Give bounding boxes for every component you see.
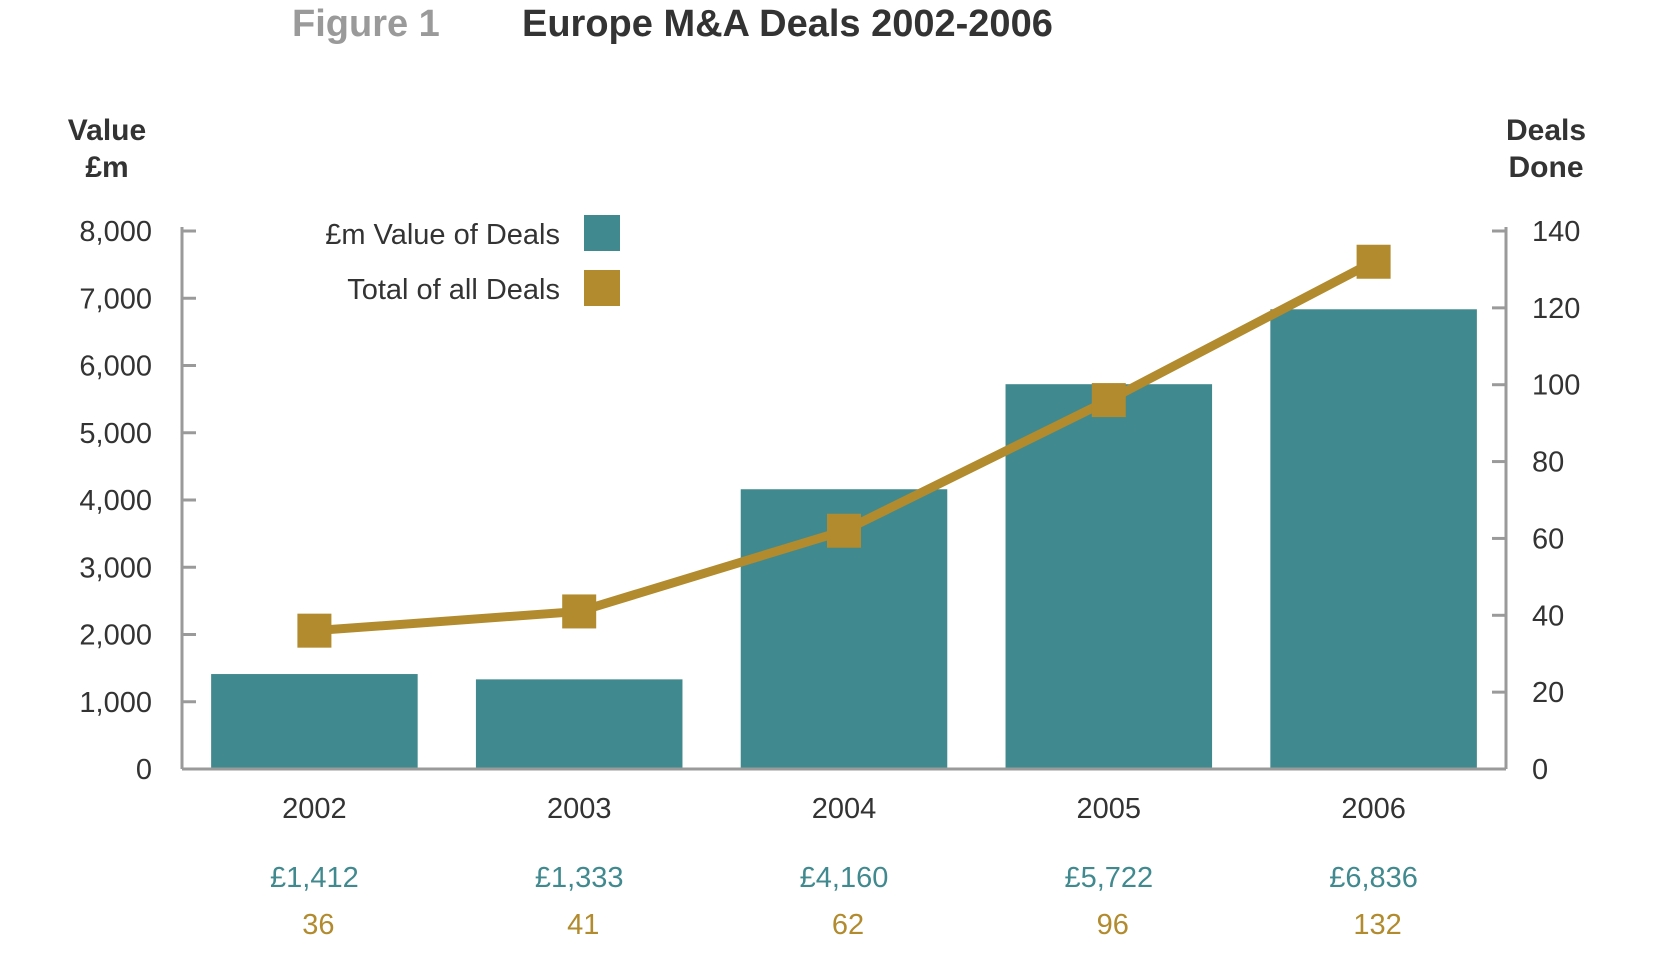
right-axis-title-line1: Deals xyxy=(1506,114,1586,147)
bar-value-label: £1,333 xyxy=(535,862,624,894)
legend-swatch-line xyxy=(584,270,620,306)
bar-value-label: £4,160 xyxy=(800,862,889,894)
line-marker-2002 xyxy=(297,613,332,648)
line-value-label: 36 xyxy=(302,909,334,941)
right-axis-title-line2: Done xyxy=(1509,151,1584,184)
category-labels: 2002 £1,412 36 2003 £1,333 41 2004 £4,160 62 2005… xyxy=(270,793,1418,941)
line-marker-2003 xyxy=(562,594,597,629)
x-tick-label: 2005 xyxy=(1077,793,1142,825)
right-tick-label: 60 xyxy=(1532,523,1564,555)
line-marker-2005 xyxy=(1091,383,1126,418)
line-value-label: 41 xyxy=(567,909,599,941)
right-tick-label: 0 xyxy=(1532,754,1548,786)
line-value-label: 96 xyxy=(1097,909,1129,941)
line-marker-2004 xyxy=(827,513,861,548)
legend-label-line: Total of all Deals xyxy=(347,274,560,306)
line-value-label: 132 xyxy=(1353,909,1401,941)
right-tick-label: 140 xyxy=(1532,216,1580,248)
line-value-label: 62 xyxy=(832,909,864,941)
x-tick-label: 2002 xyxy=(282,793,347,825)
left-tick-label: 2,000 xyxy=(79,620,152,652)
right-tick-label: 100 xyxy=(1532,370,1580,402)
right-tick-label: 20 xyxy=(1532,677,1564,709)
left-tick-label: 3,000 xyxy=(79,552,152,584)
figure-label: Figure 1 xyxy=(292,3,440,45)
line-marker-2006 xyxy=(1356,244,1391,279)
bar-2005 xyxy=(1005,384,1213,769)
left-tick-label: 8,000 xyxy=(79,216,152,248)
line-series xyxy=(297,244,1391,648)
x-tick-label: 2006 xyxy=(1341,793,1406,825)
right-tick-label: 120 xyxy=(1532,293,1580,325)
left-tick-label: 1,000 xyxy=(79,687,152,719)
left-axis-title-line1: Value xyxy=(68,114,146,147)
bar-series xyxy=(211,309,1477,769)
legend: £m Value of Deals Total of all Deals xyxy=(325,215,620,306)
axes: 0 1,000 2,000 3,000 4,000 5,000 6,000 7,000 8,00… xyxy=(79,216,1580,786)
left-tick-label: 6,000 xyxy=(79,351,152,383)
bar-2003 xyxy=(475,679,683,769)
left-tick-label: 7,000 xyxy=(79,283,152,315)
legend-label-bar: £m Value of Deals xyxy=(325,219,560,251)
x-tick-label: 2004 xyxy=(812,793,877,825)
right-tick-label: 40 xyxy=(1532,600,1564,632)
left-tick-label: 4,000 xyxy=(79,485,152,517)
bar-value-label: £1,412 xyxy=(270,862,359,894)
left-tick-label: 0 xyxy=(136,754,152,786)
right-tick-label: 80 xyxy=(1532,447,1564,479)
x-tick-label: 2003 xyxy=(547,793,612,825)
left-axis-title-line2: £m xyxy=(85,151,128,184)
bar-2006 xyxy=(1270,309,1477,769)
bar-2002 xyxy=(211,674,418,769)
bar-value-label: £6,836 xyxy=(1329,862,1418,894)
left-tick-label: 5,000 xyxy=(79,418,152,450)
legend-swatch-bar xyxy=(584,215,620,251)
chart-title: Europe M&A Deals 2002-2006 xyxy=(522,3,1053,45)
bar-value-label: £5,722 xyxy=(1064,862,1153,894)
